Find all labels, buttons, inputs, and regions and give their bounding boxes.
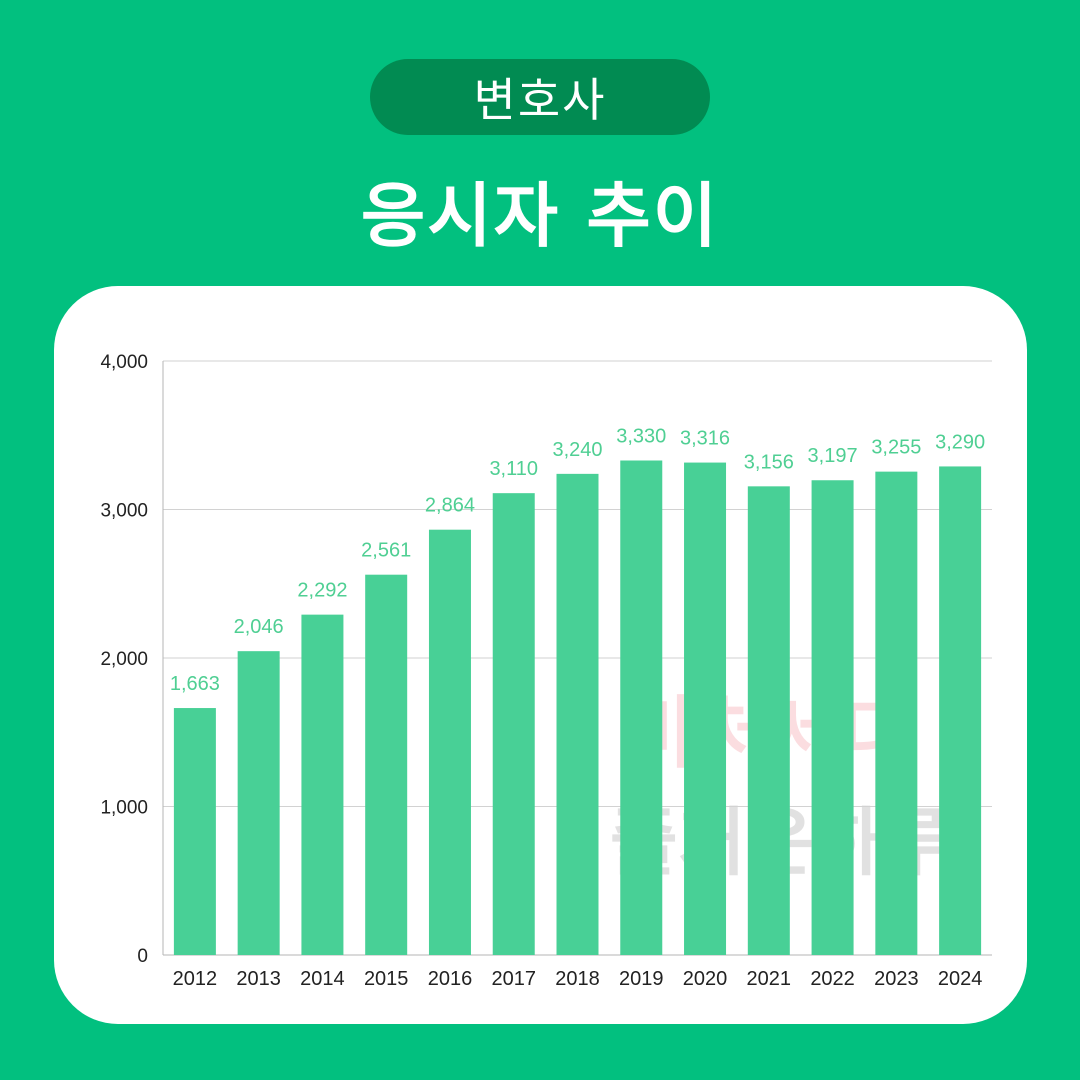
x-tick-label: 2015 (364, 968, 409, 990)
data-label: 2,292 (297, 580, 347, 602)
data-label: 3,156 (744, 451, 794, 473)
x-tick-label: 2024 (938, 968, 983, 990)
data-label: 2,046 (234, 616, 284, 638)
bar (939, 466, 982, 955)
category-badge: 변호사 (370, 59, 710, 135)
data-label: 3,197 (808, 445, 858, 467)
data-label: 3,316 (680, 428, 730, 450)
bar (365, 574, 408, 955)
bar (237, 651, 280, 955)
category-badge-label: 변호사 (473, 73, 607, 127)
data-label: 2,864 (425, 495, 475, 517)
y-tick-label: 1,000 (100, 798, 148, 819)
bar (173, 708, 216, 955)
x-tick-label: 2018 (555, 968, 600, 990)
y-tick-label: 4,000 (100, 352, 148, 373)
x-tick-label: 2019 (619, 968, 664, 990)
x-tick-label: 2022 (810, 968, 855, 990)
x-tick-label: 2020 (683, 968, 728, 990)
x-tick-label: 2012 (173, 968, 218, 990)
x-tick-label: 2013 (236, 968, 281, 990)
x-tick-label: 2017 (491, 968, 536, 990)
bar (811, 480, 854, 955)
data-label: 1,663 (170, 673, 220, 695)
y-tick-label: 2,000 (100, 649, 148, 670)
y-tick-label: 3,000 (100, 501, 148, 522)
bar (875, 471, 918, 955)
bar (301, 614, 344, 955)
bar (428, 529, 471, 955)
bar (492, 493, 535, 955)
page-title: 응시자 추이 (360, 175, 720, 257)
data-label: 3,255 (871, 437, 921, 459)
data-label: 2,561 (361, 540, 411, 562)
x-tick-label: 2016 (428, 968, 473, 990)
bar (556, 473, 599, 955)
bar (620, 460, 663, 955)
data-label: 3,240 (552, 439, 602, 461)
data-label: 3,330 (616, 425, 666, 447)
bar (747, 486, 790, 955)
bar (684, 462, 727, 955)
data-label: 3,110 (489, 458, 538, 480)
x-tick-label: 2023 (874, 968, 919, 990)
x-tick-label: 2021 (747, 968, 792, 990)
y-tick-label: 0 (137, 946, 148, 967)
chart-card (54, 286, 1027, 1024)
x-tick-label: 2014 (300, 968, 345, 990)
data-label: 3,290 (935, 431, 985, 453)
